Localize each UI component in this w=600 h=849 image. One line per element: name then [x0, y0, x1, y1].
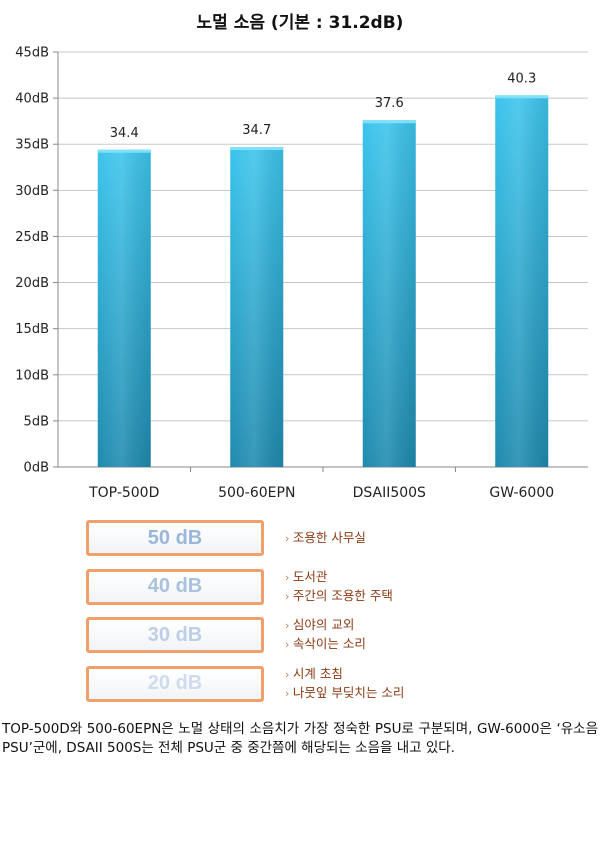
- noise-level-box: 50 dB: [86, 520, 264, 556]
- noise-example-list: 도서관주간의 조용한 주택: [285, 565, 393, 609]
- bar-highlight: [362, 120, 416, 124]
- caption-text: TOP-500D와 500-60EPN은 노멀 상태의 소음치가 가장 정숙한 …: [2, 721, 598, 756]
- y-tick-label: 0dB: [24, 461, 49, 476]
- noise-example: 조용한 사무실: [285, 529, 366, 548]
- y-tick-label: 35dB: [15, 138, 49, 153]
- data-label: 40.3: [507, 71, 536, 86]
- bar-highlight: [495, 95, 549, 99]
- category-label: 500-60EPN: [218, 485, 295, 501]
- y-tick-label: 25dB: [15, 230, 49, 245]
- noise-example: 나뭇잎 부딪치는 소리: [285, 684, 404, 703]
- bar-sheen: [362, 120, 416, 467]
- bar-highlight: [97, 149, 151, 153]
- legend-row: 20 dB 시계 초침나뭇잎 부딪치는 소리: [80, 662, 520, 706]
- y-tick-label: 30dB: [15, 184, 49, 199]
- y-tick-label: 15dB: [15, 322, 49, 337]
- y-tick-label: 45dB: [15, 46, 49, 61]
- y-tick-label: 40dB: [15, 92, 49, 107]
- bar-highlight: [230, 146, 284, 150]
- y-tick-label: 10dB: [15, 368, 49, 383]
- noise-example-list: 조용한 사무실: [285, 516, 366, 560]
- legend-row: 50 dB 조용한 사무실: [80, 516, 520, 560]
- category-label: GW-6000: [489, 485, 554, 501]
- noise-example: 심야의 교외: [285, 616, 366, 635]
- noise-level-box: 30 dB: [86, 617, 264, 653]
- noise-example: 시계 초침: [285, 665, 404, 684]
- data-label: 34.4: [110, 126, 139, 141]
- noise-level-box: 40 dB: [86, 568, 264, 605]
- noise-example: 속삭이는 소리: [285, 635, 366, 654]
- y-tick-label: 20dB: [15, 276, 49, 291]
- bar-sheen: [230, 146, 284, 467]
- chart-title: 노멀 소음 (기본 : 31.2dB): [196, 13, 404, 33]
- data-label: 37.6: [375, 96, 404, 111]
- noise-example-list: 시계 초침나뭇잎 부딪치는 소리: [285, 662, 404, 706]
- noise-example-list: 심야의 교외속삭이는 소리: [285, 613, 366, 657]
- y-tick-label: 5dB: [24, 414, 49, 429]
- noise-example: 도서관: [285, 568, 393, 587]
- category-label: DSAII500S: [353, 485, 426, 501]
- bar-sheen: [495, 95, 549, 467]
- data-label: 34.7: [242, 123, 271, 138]
- legend-row: 30 dB 심야의 교외속삭이는 소리: [80, 613, 520, 657]
- bar-sheen: [97, 149, 151, 467]
- noise-level-box: 20 dB: [86, 665, 264, 702]
- bar-chart: 0dB 5dB 10dB 15dB 20dB 25dB 30dB 35dB 40dB 45dB 3…: [15, 46, 588, 501]
- noise-example: 주간의 조용한 주택: [285, 587, 393, 606]
- legend-row: 40 dB 도서관주간의 조용한 주택: [80, 565, 520, 609]
- category-label: TOP-500D: [88, 485, 159, 501]
